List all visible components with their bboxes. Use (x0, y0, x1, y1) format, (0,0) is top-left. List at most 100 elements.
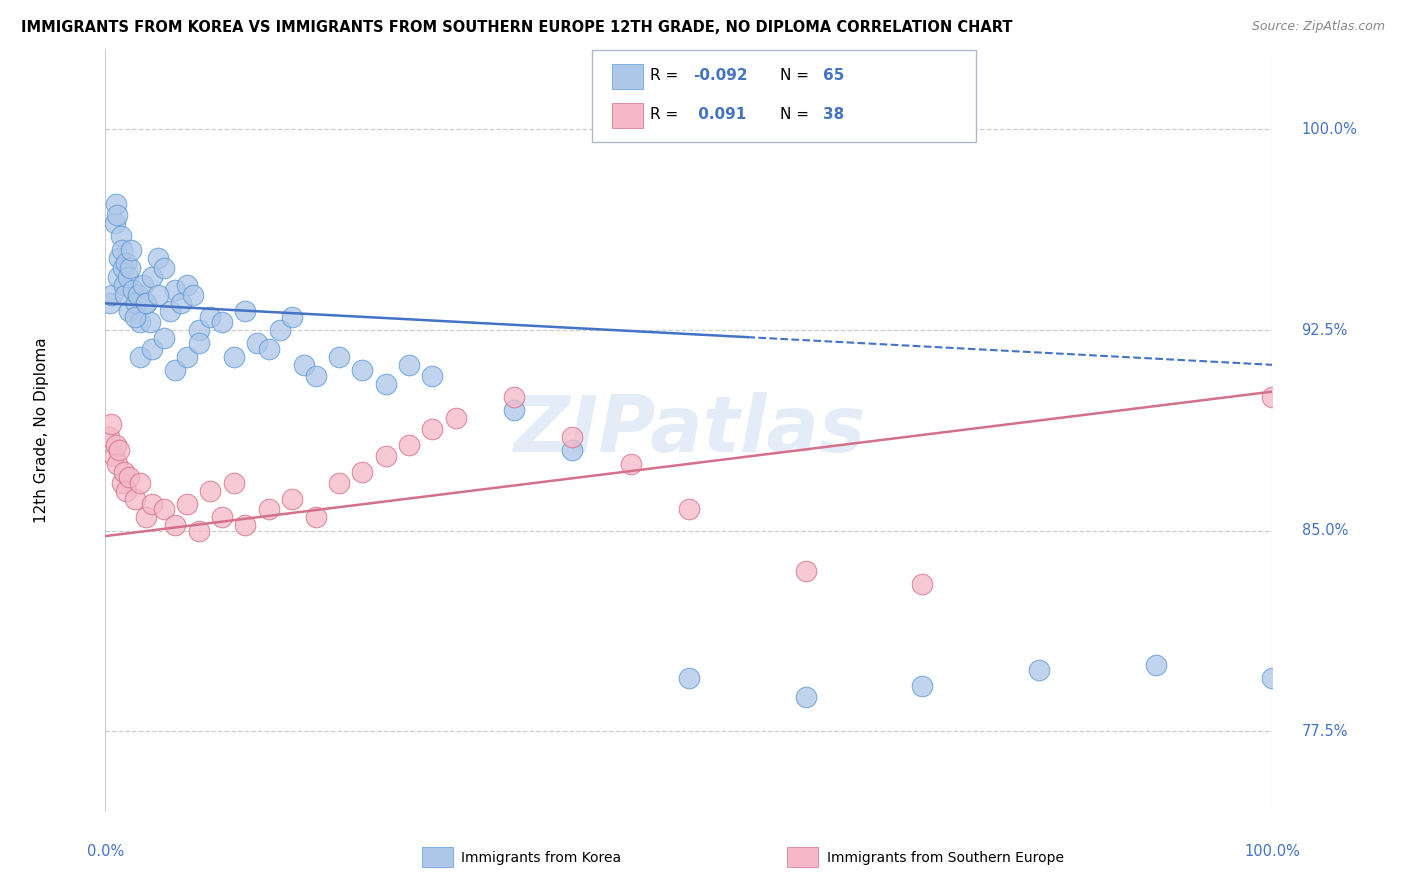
Text: R =: R = (650, 69, 683, 83)
Text: 65: 65 (823, 69, 844, 83)
Point (374, 376, 396, 391)
Point (146, 251, 169, 265)
Point (122, 283, 145, 297)
Point (152, 261, 174, 276)
Point (561, 430, 583, 444)
Point (1261, 671, 1284, 685)
Point (561, 443, 583, 458)
Point (246, 336, 269, 351)
Point (444, 411, 467, 425)
Point (420, 422, 443, 436)
Point (281, 491, 304, 506)
Point (159, 304, 181, 318)
Point (118, 304, 141, 318)
Text: Immigrants from Korea: Immigrants from Korea (461, 851, 621, 865)
Point (110, 229, 132, 244)
Point (107, 269, 129, 284)
Point (101, 288, 124, 302)
Point (257, 342, 280, 356)
Point (127, 288, 149, 302)
Text: 100.0%: 100.0% (1244, 844, 1301, 859)
Point (108, 251, 131, 265)
Point (200, 310, 222, 324)
Point (502, 403, 524, 417)
Point (794, 564, 817, 578)
Point (911, 679, 934, 693)
Point (200, 483, 222, 498)
Text: Source: ZipAtlas.com: Source: ZipAtlas.com (1251, 20, 1385, 33)
Point (111, 243, 134, 257)
Point (125, 296, 148, 310)
Point (115, 483, 138, 498)
Point (176, 277, 198, 292)
Point (170, 296, 193, 310)
Point (235, 518, 257, 533)
Point (269, 323, 292, 337)
Text: 12th Grade, No Diploma: 12th Grade, No Diploma (34, 337, 49, 524)
Point (111, 261, 134, 276)
Point (352, 465, 374, 479)
Text: 0.091: 0.091 (693, 107, 747, 121)
Point (135, 296, 157, 310)
Point (129, 315, 152, 329)
Point (181, 288, 204, 302)
Point (304, 510, 326, 524)
Point (103, 449, 125, 463)
Point (100, 417, 122, 431)
Point (398, 438, 420, 452)
Point (187, 323, 209, 337)
Point (1144, 657, 1167, 672)
Point (111, 475, 134, 490)
Text: 38: 38 (823, 107, 844, 121)
Point (1261, 390, 1284, 404)
Point (152, 331, 174, 345)
Point (115, 256, 138, 270)
Point (420, 368, 443, 383)
Point (152, 502, 174, 516)
Point (304, 368, 326, 383)
Text: ZIPatlas: ZIPatlas (513, 392, 865, 468)
Point (187, 336, 209, 351)
Point (374, 449, 396, 463)
Point (211, 315, 233, 329)
Point (114, 288, 136, 302)
Point (124, 310, 146, 324)
Point (112, 465, 135, 479)
Point (146, 288, 169, 302)
Point (141, 342, 163, 356)
Point (97, 430, 120, 444)
Point (211, 510, 233, 524)
Point (112, 277, 135, 292)
Point (141, 269, 163, 284)
Point (222, 475, 245, 490)
Text: -0.092: -0.092 (693, 69, 748, 83)
Text: R =: R = (650, 107, 683, 121)
Point (105, 457, 128, 471)
Point (124, 491, 146, 506)
Point (235, 304, 257, 318)
Text: 85.0%: 85.0% (1302, 524, 1348, 538)
Point (176, 350, 198, 364)
Point (108, 443, 131, 458)
Point (165, 283, 187, 297)
Text: IMMIGRANTS FROM KOREA VS IMMIGRANTS FROM SOUTHERN EUROPE 12TH GRADE, NO DIPLOMA : IMMIGRANTS FROM KOREA VS IMMIGRANTS FROM… (21, 20, 1012, 35)
Point (619, 457, 641, 471)
Point (165, 518, 187, 533)
Text: N =: N = (780, 107, 814, 121)
Point (911, 577, 934, 591)
Point (141, 497, 163, 511)
Point (165, 363, 187, 377)
Point (222, 350, 245, 364)
Point (187, 524, 209, 538)
Point (129, 350, 152, 364)
Text: Immigrants from Southern Europe: Immigrants from Southern Europe (827, 851, 1064, 865)
Text: 100.0%: 100.0% (1302, 122, 1357, 136)
Point (398, 358, 420, 372)
Point (678, 502, 700, 516)
Point (120, 243, 142, 257)
Point (502, 390, 524, 404)
Point (129, 475, 152, 490)
Point (104, 197, 127, 211)
Text: N =: N = (780, 69, 814, 83)
Point (176, 497, 198, 511)
